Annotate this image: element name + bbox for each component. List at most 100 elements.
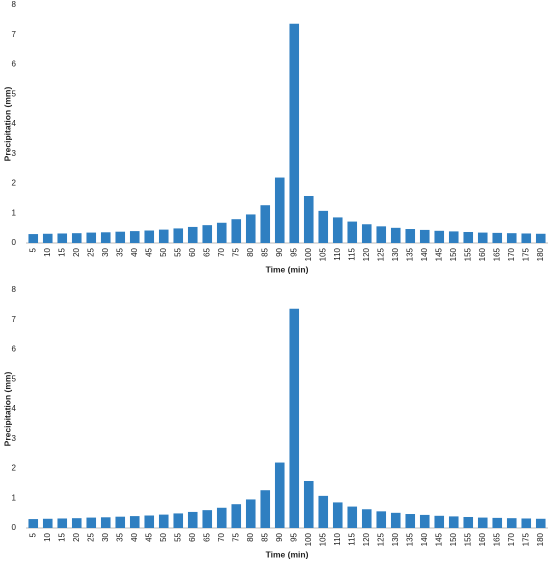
x-tick-label: 140 xyxy=(420,247,429,261)
x-tick-label: 125 xyxy=(376,532,385,546)
bar xyxy=(405,514,416,528)
bar xyxy=(144,515,155,528)
x-tick-label: 75 xyxy=(231,532,240,541)
bar xyxy=(245,499,256,528)
x-tick-label: 160 xyxy=(478,532,487,546)
bar xyxy=(347,221,358,243)
bar xyxy=(245,214,256,243)
bar xyxy=(28,519,39,528)
bar xyxy=(158,514,169,528)
bar xyxy=(419,229,430,243)
x-tick-label: 55 xyxy=(173,532,182,541)
x-tick-label: 150 xyxy=(449,532,458,546)
x-tick-label: 50 xyxy=(159,532,168,541)
bar xyxy=(260,205,271,243)
bar xyxy=(506,233,517,243)
bar xyxy=(274,177,285,243)
x-tick-label: 80 xyxy=(246,247,255,256)
x-tick-label: 35 xyxy=(115,532,124,541)
bar xyxy=(390,227,401,243)
bar xyxy=(448,231,459,243)
bar xyxy=(187,226,198,243)
x-tick-label: 160 xyxy=(478,247,487,261)
y-axis-label: Precipitation (mm) xyxy=(2,87,12,162)
x-tick-label: 35 xyxy=(115,247,124,256)
y-tick-label: 5 xyxy=(12,89,17,98)
x-tick-label: 40 xyxy=(130,247,139,256)
x-tick-label: 125 xyxy=(376,247,385,261)
x-tick-label: 25 xyxy=(86,532,95,541)
x-tick-label: 95 xyxy=(289,247,298,256)
x-axis-label: Time (min) xyxy=(266,264,309,274)
bar xyxy=(318,495,329,528)
x-tick-label: 135 xyxy=(405,247,414,261)
bar xyxy=(216,222,227,243)
x-tick-label: 140 xyxy=(420,532,429,546)
x-tick-label: 100 xyxy=(304,247,313,261)
x-tick-label: 65 xyxy=(202,532,211,541)
x-tick-label: 175 xyxy=(521,532,530,546)
x-tick-label: 30 xyxy=(101,247,110,256)
bar xyxy=(521,518,532,528)
bar xyxy=(463,231,474,243)
bar xyxy=(434,230,445,243)
x-tick-label: 60 xyxy=(188,247,197,256)
y-tick-label: 0 xyxy=(12,238,17,247)
bar xyxy=(57,518,68,528)
y-tick-label: 1 xyxy=(12,208,17,217)
x-tick-label: 55 xyxy=(173,247,182,256)
x-tick-label: 40 xyxy=(130,532,139,541)
y-tick-label: 2 xyxy=(12,464,17,473)
bar xyxy=(405,229,416,243)
x-tick-label: 10 xyxy=(43,247,52,256)
bar xyxy=(57,233,68,243)
bar xyxy=(535,518,546,528)
x-tick-label: 90 xyxy=(275,247,284,256)
bar xyxy=(158,229,169,243)
x-tick-label: 120 xyxy=(362,247,371,261)
y-tick-label: 8 xyxy=(12,285,17,294)
x-tick-label: 85 xyxy=(260,247,269,256)
bar xyxy=(231,504,242,528)
x-tick-label: 180 xyxy=(536,247,545,261)
x-tick-label: 115 xyxy=(347,247,356,260)
y-tick-label: 3 xyxy=(12,434,17,443)
x-tick-label: 155 xyxy=(463,247,472,261)
bar xyxy=(535,233,546,243)
x-tick-label: 70 xyxy=(217,247,226,256)
bar xyxy=(129,516,140,528)
bar xyxy=(144,230,155,243)
bar xyxy=(202,510,213,528)
bar xyxy=(274,462,285,528)
x-tick-label: 25 xyxy=(86,247,95,256)
bar xyxy=(434,515,445,528)
bar xyxy=(390,512,401,528)
x-tick-label: 120 xyxy=(362,532,371,546)
x-tick-label: 90 xyxy=(275,532,284,541)
bar xyxy=(448,516,459,528)
x-tick-label: 150 xyxy=(449,247,458,261)
x-tick-label: 170 xyxy=(507,247,516,261)
bar xyxy=(303,195,314,243)
x-tick-label: 110 xyxy=(333,247,342,260)
x-tick-label: 80 xyxy=(246,532,255,541)
bar xyxy=(318,210,329,243)
x-tick-label: 130 xyxy=(391,532,400,546)
bar xyxy=(42,233,53,243)
bar xyxy=(303,480,314,528)
bar xyxy=(419,514,430,528)
x-tick-label: 95 xyxy=(289,532,298,541)
bar xyxy=(115,516,126,528)
x-tick-label: 45 xyxy=(144,532,153,541)
x-tick-label: 20 xyxy=(72,247,81,256)
y-axis-label: Precipitation (mm) xyxy=(2,372,12,447)
y-tick-label: 2 xyxy=(12,179,17,188)
bar xyxy=(521,233,532,243)
bar xyxy=(289,308,300,528)
bar xyxy=(187,511,198,528)
x-tick-label: 145 xyxy=(434,247,443,261)
x-tick-label: 5 xyxy=(28,247,37,252)
bar xyxy=(216,507,227,528)
